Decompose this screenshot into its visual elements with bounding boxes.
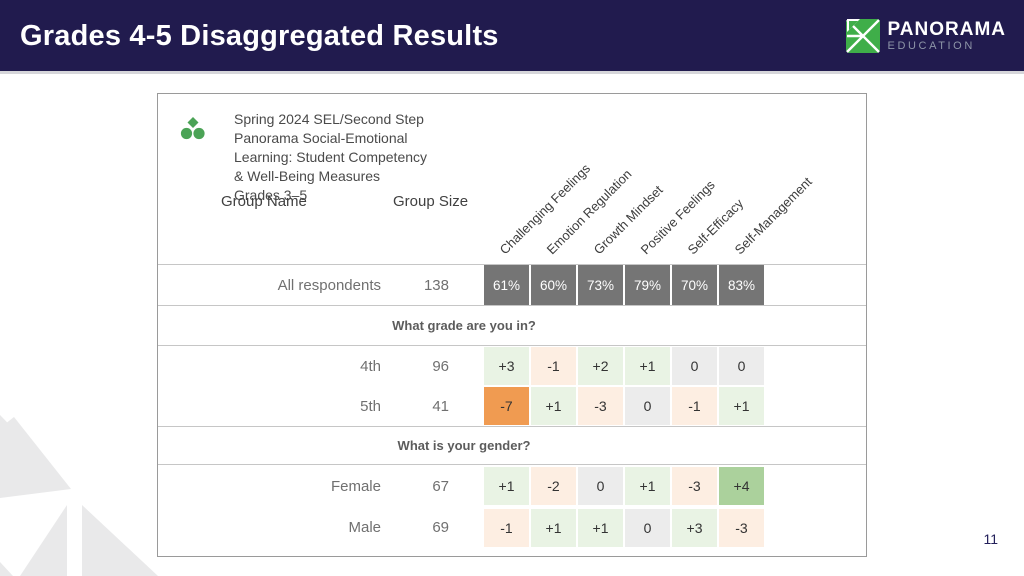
column-header-self-management: Self-Management	[731, 174, 815, 258]
diff-cell: -1	[531, 347, 576, 385]
logo-brand-text: PANORAMA	[887, 19, 1006, 40]
results-table-panel: Spring 2024 SEL/Second Step Panorama Soc…	[157, 93, 867, 557]
survey-title-line: & Well-Being Measures	[234, 168, 381, 184]
diff-cell: 0	[625, 387, 670, 425]
row-group-size: 138	[423, 276, 449, 294]
table-row-all-respondents: All respondents 138 61% 60% 73% 79% 70% …	[158, 264, 866, 306]
percent-cell: 60%	[531, 265, 576, 305]
table-row-male: Male 69 -1 +1 +1 0 +3 -3	[158, 507, 866, 548]
diff-cell: +3	[672, 508, 717, 547]
diff-cell: -3	[719, 508, 764, 547]
section-question: What is your gender?	[397, 438, 531, 453]
survey-title-line: Learning: Student Competency	[234, 149, 428, 165]
logo-subtitle-text: EDUCATION	[887, 40, 975, 52]
percent-cell: 61%	[484, 265, 529, 305]
watermark-triangles-decoration	[0, 415, 158, 576]
column-header-emotion-regulation: Emotion Regulation	[543, 166, 635, 258]
diff-cell: -3	[672, 467, 717, 505]
section-question: What grade are you in?	[392, 318, 536, 333]
diff-cell: 0	[625, 508, 670, 547]
panorama-logo-icon	[845, 19, 880, 53]
row-label: Male	[348, 519, 381, 536]
diff-cell: +1	[484, 467, 529, 505]
slide-header: Grades 4-5 Disaggregated Results PANORAM…	[0, 0, 1024, 74]
row-group-size: 41	[432, 397, 449, 415]
row-group-size: 96	[432, 357, 449, 375]
section-header-gender: What is your gender?	[158, 427, 866, 465]
panorama-logo: PANORAMA EDUCATION	[845, 19, 1006, 53]
diff-cell: 0	[719, 347, 764, 385]
percent-cell: 79%	[625, 265, 670, 305]
diff-cell: +2	[578, 347, 623, 385]
section-header-grade: What grade are you in?	[158, 306, 866, 346]
diff-cell: -2	[531, 467, 576, 505]
row-label: Female	[330, 477, 381, 495]
survey-title-line: Panorama Social-Emotional	[234, 130, 408, 146]
row-label: 4th	[360, 357, 381, 375]
diff-cell: +1	[531, 387, 576, 425]
row-label: All respondents	[277, 276, 381, 294]
diff-cell: +1	[625, 467, 670, 505]
group-size-column-header: Group Size	[393, 193, 469, 210]
diff-cell: 0	[578, 467, 623, 505]
survey-cluster-icon	[180, 117, 205, 140]
survey-title-line: Spring 2024 SEL/Second Step	[234, 111, 424, 127]
diff-cell: +1	[578, 508, 623, 547]
diff-cell: -1	[484, 508, 529, 547]
diff-cell: -1	[672, 387, 717, 425]
diff-cell: -3	[578, 387, 623, 425]
row-group-size: 69	[432, 519, 449, 536]
survey-title: Spring 2024 SEL/Second Step Panorama Soc…	[234, 110, 427, 205]
diff-cell: -7	[484, 387, 529, 425]
diff-cell: +4	[719, 467, 764, 505]
page-title: Grades 4-5 Disaggregated Results	[20, 20, 499, 52]
percent-cell: 73%	[578, 265, 623, 305]
table-row-female: Female 67 +1 -2 0 +1 -3 +4	[158, 465, 866, 507]
row-label: 5th	[360, 397, 381, 415]
group-name-column-header: Group Name	[221, 193, 307, 210]
survey-title-line: Grades 3–5	[234, 187, 308, 203]
diff-cell: +1	[719, 387, 764, 425]
table-row-4th: 4th 96 +3 -1 +2 +1 0 0	[158, 346, 866, 386]
diff-cell: +1	[625, 347, 670, 385]
table-row-5th: 5th 41 -7 +1 -3 0 -1 +1	[158, 386, 866, 427]
slide-page-number: 11	[983, 531, 998, 547]
percent-cell: 70%	[672, 265, 717, 305]
diff-cell: 0	[672, 347, 717, 385]
diff-cell: +3	[484, 347, 529, 385]
row-group-size: 67	[432, 477, 449, 495]
diff-cell: +1	[531, 508, 576, 547]
percent-cell: 83%	[719, 265, 764, 305]
